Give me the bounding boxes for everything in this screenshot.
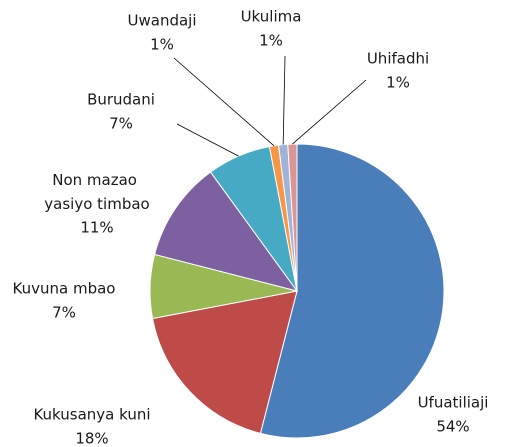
slice-label: Ukulima [241,8,302,26]
slice-label: Uwandaji [128,12,197,30]
leader-line [292,79,367,145]
slice-value-label: 1% [386,74,410,92]
slice-label: Kuvuna mbao [13,280,116,298]
slice-label: Ufuatiliaji [418,394,489,412]
slice-value-label: 11% [80,219,113,237]
slice-label: Burudani [87,91,155,109]
leader-line [176,123,239,157]
slice-value-label: 1% [259,32,283,50]
slice-label: Kukusanya kuni [33,406,150,424]
leader-line [173,57,275,147]
slice-value-label: 1% [150,36,174,54]
slice-value-label: 7% [52,304,76,322]
slice-value-label: 18% [75,430,108,447]
pie-slice [152,290,298,434]
pie-slice [154,171,299,292]
leader-line [282,55,286,145]
slice-value-label: 7% [109,115,133,133]
pie-slice [259,143,445,439]
slice-value-label: 54% [436,418,469,436]
slice-label: Non mazao yasiyo timbao [44,171,149,213]
slice-label: Uhifadhi [367,50,429,68]
